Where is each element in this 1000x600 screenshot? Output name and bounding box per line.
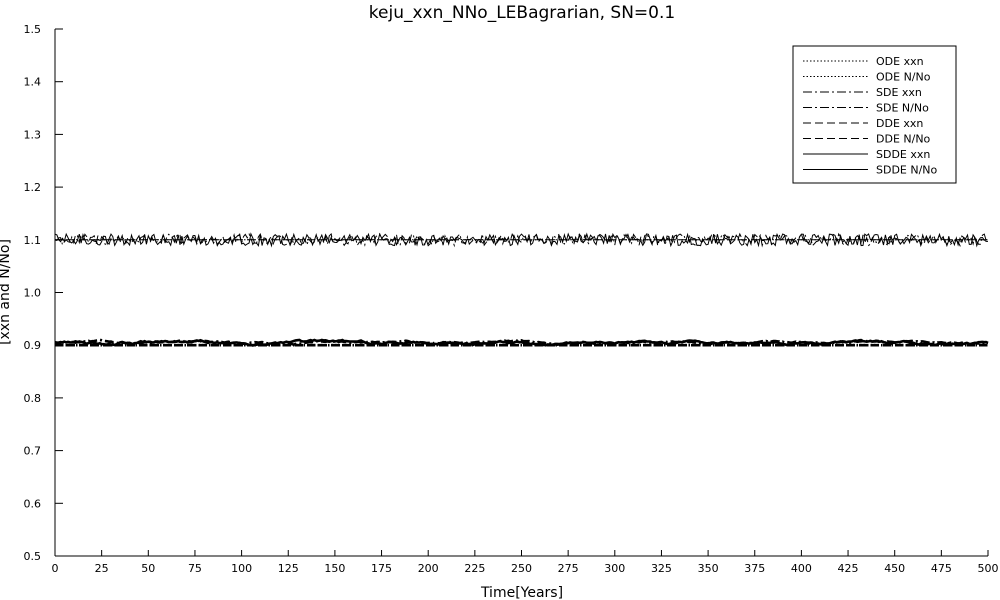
legend-label: ODE N/No [876,71,931,84]
x-tick-label: 450 [884,562,905,575]
x-tick-label: 0 [52,562,59,575]
x-tick-label: 25 [95,562,109,575]
y-ticks: 0.5 0.6 0.7 0.8 0.9 1.0 1.1 1.2 1.3 1.4 1.5 [24,23,63,563]
x-tick-label: 400 [791,562,812,575]
y-tick-label: 0.7 [24,445,42,458]
y-tick-label: 0.9 [24,339,42,352]
plot-area: 0.5 0.6 0.7 0.8 0.9 1.0 1.1 1.2 1.3 1.4 1.5 0 25 50 7… [24,23,999,575]
y-tick-label: 0.5 [24,550,42,563]
y-tick-label: 0.6 [24,497,42,510]
x-tick-label: 500 [978,562,999,575]
legend-label: DDE xxn [876,117,923,130]
x-tick-label: 75 [188,562,202,575]
x-tick-label: 225 [464,562,485,575]
chart-title: keju_xxn_NNo_LEBagrarian, SN=0.1 [369,3,675,23]
legend-label: SDDE N/No [876,164,938,177]
x-tick-label: 300 [604,562,625,575]
x-tick-label: 100 [231,562,252,575]
series-layer [54,232,989,347]
legend-label: ODE xxn [876,55,924,68]
x-tick-label: 150 [324,562,345,575]
x-tick-label: 200 [418,562,439,575]
legend-label: SDE xxn [876,86,922,99]
x-tick-label: 325 [651,562,672,575]
legend: ODE xxn ODE N/No SDE xxn SDE N/No DDE xxn DDE… [792,45,957,184]
x-tick-label: 350 [698,562,719,575]
y-tick-label: 1.4 [24,76,42,89]
y-tick-label: 1.2 [24,181,42,194]
legend-label: SDE N/No [876,102,929,115]
x-tick-label: 250 [511,562,532,575]
y-tick-label: 1.0 [24,287,42,300]
x-ticks: 0 25 50 75 100 125 150 175 200 225 250 275 300 325 350… [52,550,999,575]
x-tick-label: 375 [744,562,765,575]
y-tick-label: 0.8 [24,392,42,405]
x-tick-label: 125 [278,562,299,575]
y-tick-label: 1.5 [24,23,42,36]
legend-box [792,45,957,184]
legend-label: SDDE xxn [876,148,930,161]
series-line-7 [54,232,988,248]
legend-label: DDE N/No [876,133,931,146]
x-tick-label: 275 [558,562,579,575]
y-axis-label: [xxn and N/No] [0,239,13,345]
legend-items: ODE xxn ODE N/No SDE xxn SDE N/No DDE xxn DDE… [803,55,938,177]
x-axis-label: Time[Years] [480,585,563,600]
x-tick-label: 425 [838,562,859,575]
x-tick-label: 475 [931,562,952,575]
x-tick-label: 50 [141,562,155,575]
x-tick-label: 175 [371,562,392,575]
y-tick-label: 1.3 [24,128,42,141]
series-line-8 [54,338,989,347]
y-tick-label: 1.1 [24,234,42,247]
